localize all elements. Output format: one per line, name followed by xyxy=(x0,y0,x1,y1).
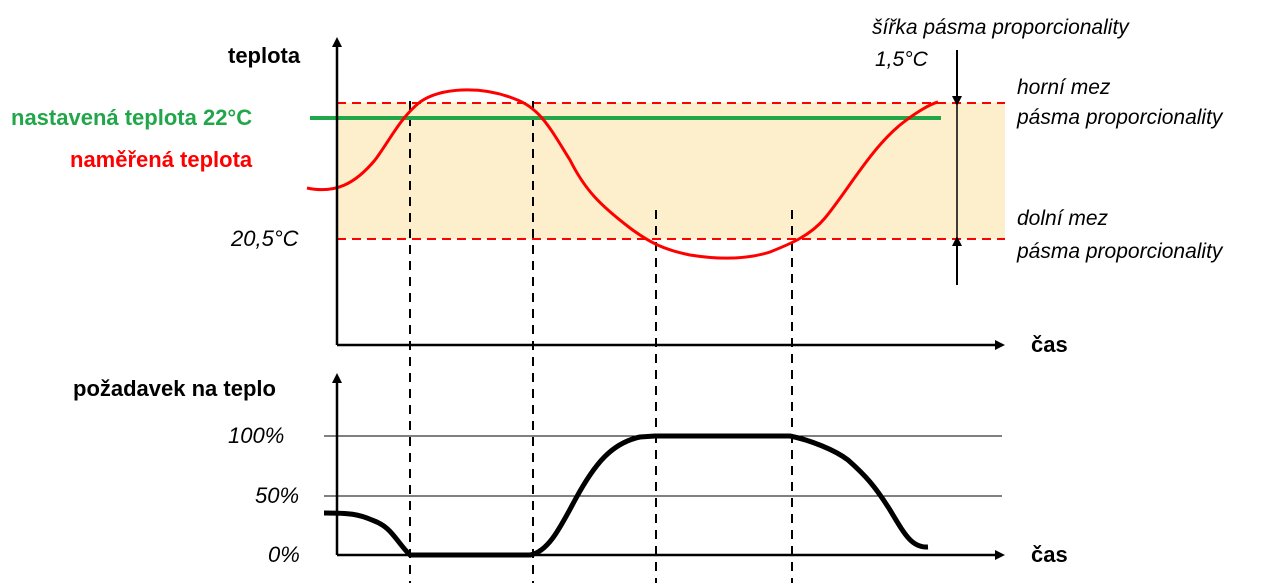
measured-temperature-label: naměřená teplota xyxy=(70,147,253,172)
heat-demand-curve xyxy=(323,433,929,558)
tick-100-label: 100% xyxy=(228,423,285,448)
band-width-title: šířka pásma proporcionality xyxy=(872,16,1129,39)
tick-50-label: 50% xyxy=(255,483,300,508)
tick-0-label: 0% xyxy=(268,542,300,567)
lower-limit-label-line2: pásma proporcionality xyxy=(1017,240,1223,263)
band-width-value: 1,5°C xyxy=(875,48,928,71)
upper-limit-label-line1: horní mez xyxy=(1017,76,1111,99)
lower-limit-value-label: 20,5°C xyxy=(231,226,299,251)
lower-limit-label-line1: dolní mez xyxy=(1017,207,1109,230)
setpoint-label: nastavená teplota 22°C xyxy=(11,105,253,130)
bottom-y-axis-label: požadavek na teplo xyxy=(73,376,276,401)
proportional-band xyxy=(337,103,1005,239)
top-x-axis-label: čas xyxy=(1031,332,1068,357)
measured-temperature-curve xyxy=(306,88,939,260)
bottom-x-axis-label: čas xyxy=(1031,542,1068,567)
top-y-axis-label: teplota xyxy=(228,43,301,68)
upper-limit-label-line2: pásma proporcionality xyxy=(1017,106,1223,129)
